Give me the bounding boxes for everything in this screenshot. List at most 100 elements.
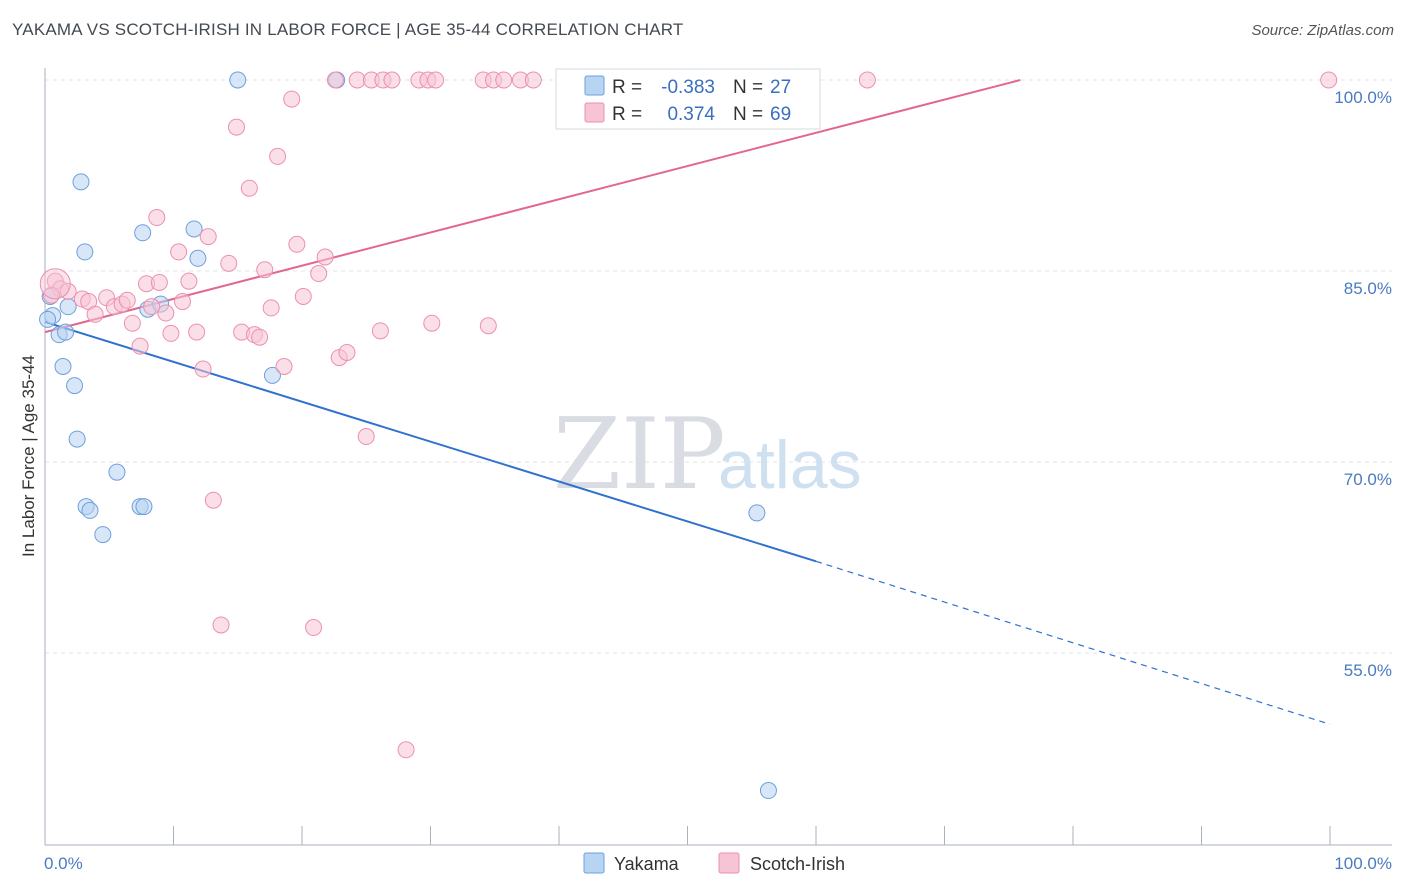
x-tick-label: 0.0% xyxy=(44,854,83,873)
point-yakama xyxy=(229,71,247,89)
point-scotch-irish xyxy=(427,71,445,89)
axes xyxy=(44,68,1392,846)
y-tick-labels: 100.0% 85.0% 70.0% 55.0% xyxy=(1334,88,1392,680)
point-scotch-irish xyxy=(371,322,389,340)
point-scotch-irish xyxy=(227,118,245,136)
point-scotch-irish xyxy=(1320,71,1338,89)
point-scotch-irish xyxy=(194,360,212,378)
point-scotch-irish xyxy=(131,337,149,355)
point-scotch-irish xyxy=(143,298,161,316)
watermark: ZIP atlas xyxy=(553,398,862,512)
point-scotch-irish xyxy=(348,71,366,89)
point-yakama xyxy=(108,463,126,481)
point-scotch-irish xyxy=(240,179,258,197)
point-scotch-irish xyxy=(148,209,166,227)
point-scotch-irish xyxy=(326,71,344,89)
trend-line-yakama xyxy=(44,320,817,563)
point-yakama xyxy=(759,782,777,800)
point-yakama xyxy=(59,298,77,316)
point-scotch-irish xyxy=(262,299,280,317)
point-scotch-irish xyxy=(310,265,328,283)
point-yakama xyxy=(263,366,281,384)
trend-line-scotch-irish xyxy=(44,79,1021,334)
point-yakama xyxy=(94,526,112,544)
point-yakama xyxy=(68,430,86,448)
grid-lines xyxy=(45,79,1392,654)
point-scotch-irish xyxy=(357,428,375,446)
point-scotch-irish xyxy=(150,273,168,291)
legend-r-value: 0.374 xyxy=(667,104,715,125)
point-yakama xyxy=(189,249,207,267)
point-yakama xyxy=(57,323,75,341)
point-scotch-irish xyxy=(305,619,323,637)
legend-swatch-scotch-irish xyxy=(584,102,605,123)
legend-swatch-scotch-irish xyxy=(718,852,740,874)
x-tick-label: 100.0% xyxy=(1334,854,1392,873)
point-scotch-irish xyxy=(316,248,334,266)
point-scotch-irish xyxy=(383,71,401,89)
legend-n-label: N = xyxy=(733,77,763,98)
point-yakama xyxy=(66,377,84,395)
point-yakama xyxy=(134,224,152,242)
legend-swatch-yakama xyxy=(584,75,605,96)
point-yakama xyxy=(748,504,766,522)
trend-lines xyxy=(44,79,1331,725)
legend-r-value: -0.383 xyxy=(661,77,715,98)
y-tick-label: 100.0% xyxy=(1334,88,1392,107)
series-legend: Yakama Scotch-Irish xyxy=(583,852,845,874)
source-label: Source: ZipAtlas.com xyxy=(1251,22,1394,39)
point-scotch-irish xyxy=(170,243,188,261)
data-points xyxy=(39,71,1338,800)
legend-swatch-yakama xyxy=(583,852,605,874)
watermark-atlas: atlas xyxy=(718,427,862,503)
point-scotch-irish xyxy=(275,358,293,375)
point-scotch-irish xyxy=(204,491,222,509)
legend-r-label: R = xyxy=(612,104,642,125)
x-tick-labels: 0.0% 100.0% xyxy=(44,854,1392,873)
point-scotch-irish xyxy=(188,323,206,341)
point-scotch-irish xyxy=(162,324,180,342)
watermark-zip: ZIP xyxy=(553,398,726,512)
point-yakama xyxy=(135,498,153,516)
y-tick-label: 85.0% xyxy=(1344,279,1392,298)
trend-line-yakama-extension xyxy=(815,560,1331,725)
chart-title: YAKAMA VS SCOTCH-IRISH IN LABOR FORCE | … xyxy=(12,20,684,39)
point-scotch-irish xyxy=(495,71,513,89)
point-scotch-irish xyxy=(212,616,230,634)
point-scotch-irish xyxy=(220,254,238,272)
y-axis-title: In Labor Force | Age 35-44 xyxy=(19,355,38,557)
point-yakama xyxy=(54,358,72,375)
point-scotch-irish xyxy=(294,287,312,305)
point-scotch-irish xyxy=(251,328,269,346)
point-yakama xyxy=(39,310,57,328)
legend-label-yakama: Yakama xyxy=(614,854,680,874)
y-tick-label: 55.0% xyxy=(1344,661,1392,680)
legend-n-value: 69 xyxy=(770,104,791,125)
point-yakama xyxy=(81,501,99,519)
point-yakama xyxy=(76,243,94,261)
point-scotch-irish xyxy=(288,235,306,253)
point-scotch-irish xyxy=(397,741,415,759)
point-yakama xyxy=(72,173,90,191)
legend-r-label: R = xyxy=(612,77,642,98)
point-scotch-irish xyxy=(423,314,441,332)
point-scotch-irish xyxy=(858,71,876,89)
point-scotch-irish xyxy=(180,272,198,290)
legend-n-value: 27 xyxy=(770,77,791,98)
legend-n-label: N = xyxy=(733,104,763,125)
point-scotch-irish xyxy=(123,314,141,332)
point-scotch-irish xyxy=(173,293,191,311)
legend-label-scotch-irish: Scotch-Irish xyxy=(750,854,845,874)
correlation-legend: R = -0.383 N = 27 R = 0.374 N = 69 xyxy=(555,68,821,130)
point-scotch-irish xyxy=(524,71,542,89)
point-scotch-irish xyxy=(39,268,71,300)
point-scotch-irish xyxy=(269,147,287,165)
point-scotch-irish xyxy=(118,291,136,309)
point-scotch-irish xyxy=(157,304,175,322)
point-scotch-irish xyxy=(256,261,274,279)
point-scotch-irish xyxy=(283,90,301,108)
y-tick-label: 70.0% xyxy=(1344,470,1392,489)
point-scotch-irish xyxy=(338,343,356,361)
point-scotch-irish xyxy=(199,228,217,246)
